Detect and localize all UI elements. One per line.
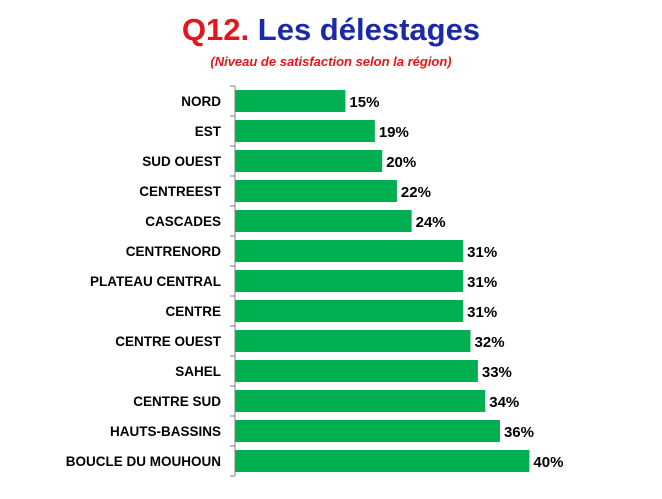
value-label: 31% [467, 304, 497, 321]
bar [235, 240, 464, 262]
chart-subtitle: (Niveau de satisfaction selon la région) [210, 54, 452, 69]
category-label: CENTRE [165, 304, 221, 319]
chart-title: Q12. Les délestages [0, 10, 662, 50]
value-label: 31% [467, 244, 497, 261]
value-label: 20% [386, 154, 416, 171]
value-label: 22% [401, 184, 431, 201]
value-label: 24% [416, 214, 446, 231]
value-label: 15% [349, 94, 379, 111]
category-label: CENTRENORD [126, 244, 222, 259]
bar [235, 90, 346, 112]
bar [235, 330, 471, 352]
value-label: 33% [482, 364, 512, 381]
bar [235, 360, 478, 382]
category-label: NORD [181, 94, 221, 109]
bar [235, 150, 383, 172]
category-label: CENTRE SUD [133, 394, 221, 409]
chart-title-prefix: Q12. [181, 12, 250, 47]
value-label: 36% [504, 424, 534, 441]
value-label: 32% [475, 334, 505, 351]
category-label: CENTREEST [139, 184, 222, 199]
category-label: CENTRE OUEST [115, 334, 222, 349]
bar [235, 180, 397, 202]
category-label: HAUTS-BASSINS [110, 424, 221, 439]
bar [235, 300, 464, 322]
value-label: 31% [467, 274, 497, 291]
value-label: 40% [533, 454, 563, 471]
bar [235, 450, 530, 472]
category-label: PLATEAU CENTRAL [90, 274, 221, 289]
category-label: SAHEL [175, 364, 221, 379]
chart-title-text: Les délestages [257, 12, 481, 47]
category-label: CASCADES [145, 214, 221, 229]
category-label: BOUCLE DU MOUHOUN [66, 454, 221, 469]
bar [235, 390, 486, 412]
bar [235, 420, 500, 442]
value-label: 19% [379, 124, 409, 141]
bar [235, 270, 464, 292]
category-label: EST [195, 124, 222, 139]
category-label: SUD OUEST [142, 154, 222, 169]
bar [235, 120, 375, 142]
value-label: 34% [489, 394, 519, 411]
bar [235, 210, 412, 232]
